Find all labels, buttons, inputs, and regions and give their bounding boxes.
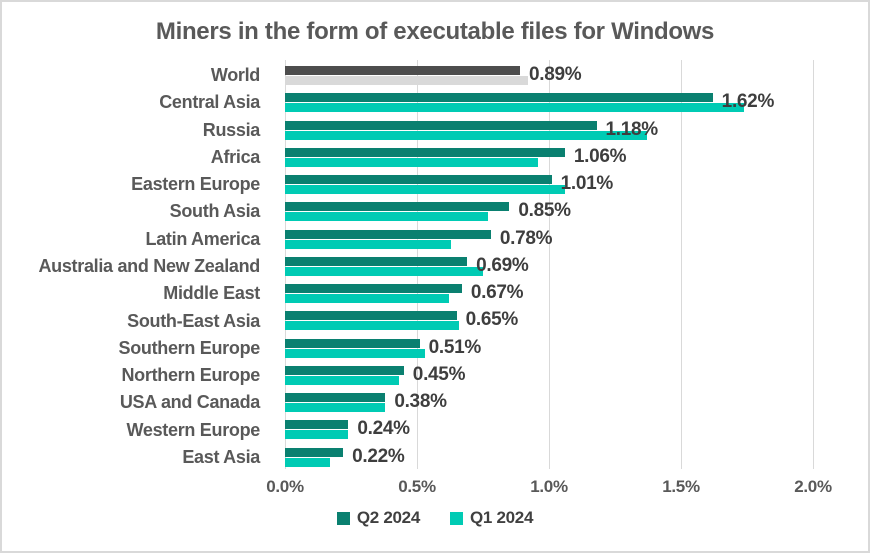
bar-row-south-east-asia: 0.65% <box>285 305 813 332</box>
category-label-central-asia: Central Asia <box>159 92 260 113</box>
bar-q1-2024-russia <box>285 130 647 140</box>
category-label-east-asia: East Asia <box>182 446 260 467</box>
bar-q1-2024-east-asia <box>285 457 330 467</box>
data-label-usa-and-canada: 0.38% <box>394 391 447 413</box>
category-label-middle-east: Middle East <box>163 283 260 304</box>
bar-q2-2024-middle-east <box>285 284 462 294</box>
data-label-latin-america: 0.78% <box>499 227 553 249</box>
category-label-africa: Africa <box>210 146 261 167</box>
category-label-southern-europe: Southern Europe <box>118 337 260 358</box>
data-label-east-asia: 0.22% <box>352 445 405 467</box>
category-label-latin-america: Latin America <box>145 228 261 249</box>
bar-q1-2024-africa <box>285 157 539 167</box>
category-label-south-asia: South Asia <box>169 201 261 222</box>
bar-row-southern-europe: 0.51% <box>285 333 813 360</box>
bar-q2-2024-southern-europe <box>285 338 420 348</box>
x-tick-label-0.0%: 0.0% <box>266 477 304 496</box>
gridline-1.0% <box>549 60 550 469</box>
bar-row-northern-europe: 0.45% <box>285 360 813 387</box>
data-label-southern-europe: 0.51% <box>428 336 482 358</box>
bar-row-middle-east: 0.67% <box>285 278 813 305</box>
category-label-south-east-asia: South-East Asia <box>127 310 260 331</box>
data-label-northern-europe: 0.45% <box>412 363 466 385</box>
gridline-2.0% <box>813 60 814 469</box>
category-label-australia-and-new-zealand: Australia and New Zealand <box>38 255 260 276</box>
plot-area: 0.89% 1.62% 1.18% 1.06% 1.01% 0.85% 0.78% 0.69%… <box>285 60 814 469</box>
bar-row-latin-america: 0.78% <box>285 224 813 251</box>
bar-q2-2024-latin-america <box>285 229 491 239</box>
bar-q2-2024-south-asia <box>285 202 510 212</box>
legend-label-q2-2024: Q2 2024 <box>356 508 420 527</box>
data-label-south-asia: 0.85% <box>518 200 571 222</box>
bar-q2-2024-australia-and-new-zealand <box>285 256 468 266</box>
x-tick-label-1.0%: 1.0% <box>530 477 568 496</box>
bar-q1-2024-usa-and-canada <box>285 403 386 413</box>
data-label-russia: 1.18% <box>605 118 659 140</box>
data-label-south-east-asia: 0.65% <box>465 309 519 331</box>
bar-q2-2024-usa-and-canada <box>285 393 386 403</box>
x-axis: 0.0% 0.5% 1.0% 1.5% 2.0% <box>266 477 832 499</box>
x-tick-label-0.5%: 0.5% <box>398 477 436 496</box>
bar-q2-2024-south-east-asia <box>285 311 457 321</box>
data-label-central-asia: 1.62% <box>721 91 775 113</box>
bar-row-south-asia: 0.85% <box>285 196 813 223</box>
bar-q1-2024-southern-europe <box>285 348 425 358</box>
bar-row-western-europe: 0.24% <box>285 414 813 441</box>
x-tick-label-1.5%: 1.5% <box>662 477 700 496</box>
x-tick-label-2.0%: 2.0% <box>794 477 832 496</box>
bar-q1-2024-latin-america <box>285 239 452 249</box>
bar-q2-2024-africa <box>285 147 565 157</box>
bar-q1-2024-northern-europe <box>285 375 399 385</box>
category-label-world: World <box>210 65 260 86</box>
data-label-western-europe: 0.24% <box>357 418 410 440</box>
bar-q2-2024-western-europe <box>285 420 349 430</box>
bar-q1-2024-south-asia <box>285 212 489 222</box>
bar-q1-2024-central-asia <box>285 103 745 113</box>
legend-swatch-q2-2024-icon <box>336 511 350 525</box>
gridline-1.5% <box>681 60 682 469</box>
bar-row-africa: 1.06% <box>285 142 813 169</box>
bar-q1-2024-western-europe <box>285 430 349 440</box>
chart-title: Miners in the form of executable files f… <box>155 18 715 45</box>
category-label-eastern-europe: Eastern Europe <box>131 174 260 195</box>
data-label-middle-east: 0.67% <box>470 282 524 304</box>
bar-row-central-asia: 1.62% <box>285 87 813 114</box>
legend-label-q1-2024: Q1 2024 <box>470 508 534 527</box>
legend-swatch-q1-2024-icon <box>450 511 463 525</box>
bar-q1-2024-world <box>285 76 528 85</box>
bar-q1-2024-middle-east <box>285 294 449 304</box>
bar-row-east-asia: 0.22% <box>285 442 813 469</box>
category-label-northern-europe: Northern Europe <box>121 365 260 386</box>
data-label-world: 0.89% <box>528 64 582 85</box>
category-label-usa-and-canada: USA and Canada <box>119 392 260 413</box>
category-label-western-europe: Western Europe <box>126 419 261 440</box>
legend-item-q2-2024: Q2 2024 <box>336 508 420 528</box>
bar-q2-2024-world <box>285 66 520 75</box>
bar-q1-2024-australia-and-new-zealand <box>285 266 483 276</box>
legend-item-q1-2024: Q1 2024 <box>450 508 533 528</box>
bar-row-russia: 1.18% <box>285 115 813 142</box>
bar-row-eastern-europe: 1.01% <box>285 169 813 196</box>
legend: Q2 2024 Q1 2024 <box>2 508 868 528</box>
bar-q2-2024-northern-europe <box>285 365 404 375</box>
category-axis: World Central Asia Russia Africa Eastern Eur… <box>2 60 271 469</box>
data-label-eastern-europe: 1.01% <box>560 173 614 195</box>
bar-q2-2024-eastern-europe <box>285 175 552 185</box>
bar-row-usa-and-canada: 0.38% <box>285 387 813 414</box>
bar-q1-2024-eastern-europe <box>285 185 565 195</box>
category-label-russia: Russia <box>202 119 261 140</box>
bar-row-world: 0.89% <box>285 60 813 87</box>
data-label-africa: 1.06% <box>573 145 627 167</box>
bar-q2-2024-russia <box>285 120 597 130</box>
bar-q1-2024-south-east-asia <box>285 321 460 331</box>
bar-q2-2024-central-asia <box>285 93 713 103</box>
bar-q2-2024-east-asia <box>285 447 344 457</box>
data-label-australia-and-new-zealand: 0.69% <box>476 254 529 276</box>
bar-row-australia-and-new-zealand: 0.69% <box>285 251 813 278</box>
